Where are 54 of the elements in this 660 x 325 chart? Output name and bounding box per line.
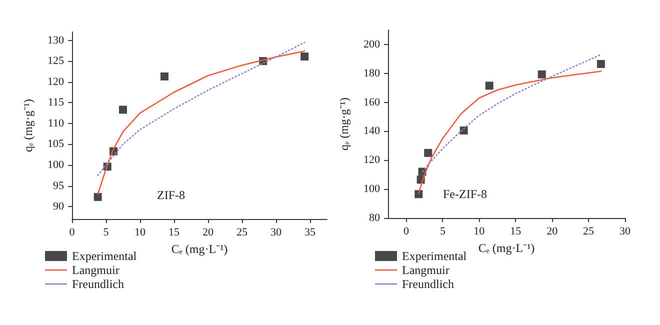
x-tick-label: 10 — [474, 226, 486, 238]
y-tick-label: 120 — [364, 154, 380, 166]
legend-label: Freundlich — [402, 277, 454, 291]
point — [596, 60, 605, 68]
x-tick-label: 0 — [403, 226, 410, 238]
y-axis-title: qₑ (mg·g⁻¹) — [21, 99, 35, 152]
legend-label: Freundlich — [72, 277, 124, 291]
point — [538, 70, 546, 78]
x-tick-label: 30 — [620, 226, 631, 238]
point — [460, 126, 468, 135]
y-tick-label: 115 — [48, 96, 64, 109]
point — [424, 148, 432, 157]
point — [160, 72, 168, 80]
annotation: Fe-ZIF-8 — [443, 187, 487, 201]
x-tick-label: 35 — [304, 226, 316, 238]
x-tick-label: 25 — [236, 226, 248, 238]
x-tick-label: 0 — [69, 226, 76, 238]
x-tick-label: 5 — [103, 226, 110, 238]
y-tick-label: 90 — [53, 200, 64, 213]
y-tick-label: 95 — [53, 180, 64, 192]
legend-label: Langmuir — [402, 263, 450, 277]
x-tick-label: 20 — [546, 226, 558, 238]
y-tick-label: 100 — [48, 158, 64, 171]
y-tick-label: 80 — [369, 212, 380, 224]
x-axis-title: Cₑ (mg·L⁻¹) — [478, 241, 535, 255]
x-tick-label: 30 — [270, 226, 282, 238]
annotation: ZIF-8 — [157, 188, 185, 202]
y-tick-label: 100 — [364, 183, 380, 196]
x-tick-label: 15 — [510, 226, 522, 238]
legend-label: Experimental — [402, 249, 468, 263]
y-tick-label: 130 — [48, 34, 64, 46]
x-tick-label: 10 — [134, 226, 146, 238]
x-tick-label: 25 — [583, 226, 595, 238]
y-tick-label: 110 — [48, 117, 64, 130]
y-axis-title: qₑ (mg·g⁻¹) — [337, 98, 351, 150]
point — [485, 82, 494, 90]
x-tick-label: 15 — [168, 226, 180, 238]
y-tick-label: 105 — [48, 138, 64, 150]
x-tick-label: 20 — [202, 226, 214, 238]
legend-label: Langmuir — [72, 263, 120, 277]
y-tick-label: 160 — [364, 96, 380, 108]
x-axis-title: Cₑ (mg·L⁻¹) — [171, 242, 228, 256]
point — [414, 190, 423, 198]
y-tick-label: 200 — [364, 38, 380, 50]
y-tick-label: 140 — [364, 125, 380, 138]
point — [300, 52, 309, 61]
y-tick-label: 180 — [364, 67, 380, 80]
legend-label: Experimental — [72, 249, 138, 263]
y-tick-label: 120 — [48, 76, 64, 88]
point — [119, 106, 127, 114]
point — [94, 192, 102, 201]
x-tick-label: 5 — [440, 226, 446, 238]
y-tick-label: 125 — [48, 55, 64, 68]
line-series — [97, 42, 306, 176]
